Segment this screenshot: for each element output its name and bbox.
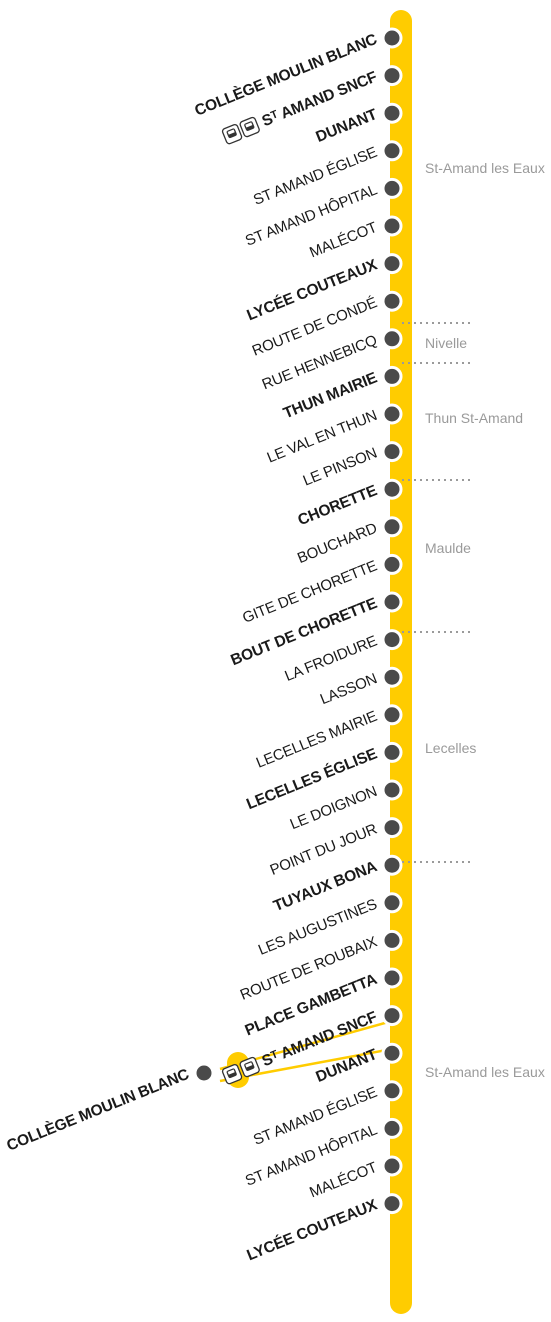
stop-dot <box>381 553 403 575</box>
stop-dot <box>381 779 403 801</box>
stop[interactable]: Sᵀ AMAND SNCF <box>221 1005 403 1086</box>
zone-labels: St-Amand les Eaux Nivelle Thun St-Amand Mau… <box>425 160 545 1080</box>
stop-label: MALÉCOT <box>307 219 379 261</box>
stop[interactable]: ST AMAND ÉGLISE <box>251 1080 403 1149</box>
zone-label: St-Amand les Eaux <box>425 160 545 176</box>
stop-dot <box>381 403 403 425</box>
stop-dot <box>381 1155 403 1177</box>
stop-dot <box>381 591 403 613</box>
zone-label: Lecelles <box>425 740 476 756</box>
stop-dot <box>381 892 403 914</box>
stop-dot <box>193 1062 215 1084</box>
stop[interactable]: LASSON <box>318 666 403 708</box>
stop-dot <box>381 365 403 387</box>
stop-dot <box>381 929 403 951</box>
stop-dot <box>381 817 403 839</box>
stop-label: DUNANT <box>314 1046 381 1086</box>
stop-dot <box>381 441 403 463</box>
stop-dot <box>381 102 403 124</box>
stop[interactable]: LECELLES MAIRIE <box>254 704 403 772</box>
zone-label: St-Amand les Eaux <box>425 1064 545 1080</box>
stop-dot <box>381 177 403 199</box>
stop-dot <box>381 741 403 763</box>
zone-label: Thun St-Amand <box>425 410 523 426</box>
branch-stop[interactable]: COLLÈGE MOULIN BLANC <box>4 1062 215 1155</box>
stop[interactable]: ST AMAND ÉGLISE <box>251 140 403 209</box>
stop-dot <box>381 478 403 500</box>
stop-dot <box>381 1005 403 1027</box>
bus-icon <box>239 116 260 138</box>
stop-label: COLLÈGE MOULIN BLANC <box>4 1066 191 1155</box>
train-icon <box>221 1064 243 1085</box>
stop-dot <box>381 27 403 49</box>
stop-dot <box>381 516 403 538</box>
stop[interactable]: LYCÉE COUTEAUX <box>244 1193 403 1265</box>
stop[interactable]: DUNANT <box>314 1042 403 1086</box>
stop-dot <box>381 1080 403 1102</box>
zone-dividers <box>402 322 472 863</box>
zone-label: Maulde <box>425 540 471 556</box>
stop-dot <box>381 290 403 312</box>
stop[interactable]: POINT DU JOUR <box>268 817 403 879</box>
stop-label: LYCÉE COUTEAUX <box>244 1196 380 1264</box>
bus-icon <box>239 1056 260 1078</box>
stop-dot <box>381 704 403 726</box>
stop-dot <box>381 666 403 688</box>
stop-dot <box>381 629 403 651</box>
zone-label: Nivelle <box>425 335 467 351</box>
stop-label: DUNANT <box>314 106 381 146</box>
stop-dot <box>381 140 403 162</box>
stop-dot <box>381 328 403 350</box>
stop-dot <box>381 215 403 237</box>
stop-dot <box>381 1193 403 1215</box>
stop-dot <box>381 967 403 989</box>
stop-label: LASSON <box>318 670 380 708</box>
stop-dot <box>381 854 403 876</box>
stop[interactable]: Sᵀ AMAND SNCF <box>221 65 403 146</box>
stop-label: MALÉCOT <box>307 1159 379 1201</box>
stop-label: LE PINSON <box>301 445 380 490</box>
stop-dot <box>381 65 403 87</box>
stop-dot <box>381 1117 403 1139</box>
stop-dot <box>381 253 403 275</box>
stop[interactable]: DUNANT <box>314 102 403 146</box>
stop-dot <box>381 1042 403 1064</box>
train-icon <box>221 124 243 145</box>
